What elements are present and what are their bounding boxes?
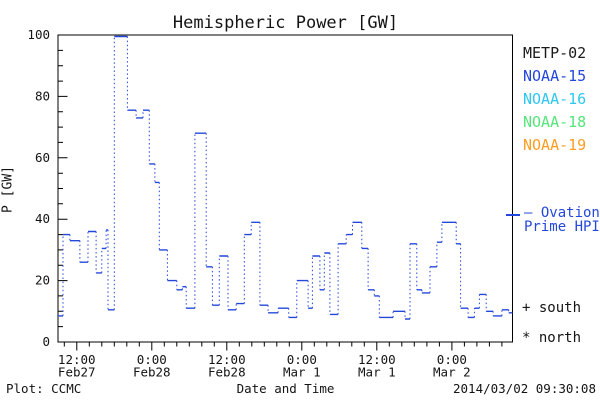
tick-label: 40 (35, 211, 50, 226)
chart-title: Hemispheric Power [GW] (172, 13, 399, 33)
plot-border (57, 34, 513, 343)
tick-label: 20 (35, 273, 50, 288)
plot-timestamp: 2014/03/02 09:30:08 (453, 381, 596, 396)
tick-label: Feb28 (133, 365, 171, 380)
tick-label: 12:00 (208, 352, 246, 367)
tick-label: 0:00 (437, 352, 467, 367)
y-axis-label: P [GW] (0, 166, 16, 213)
ovation-line-sample (506, 214, 520, 216)
legend-item-noaa-19: NOAA-19 (523, 136, 587, 154)
tick-label: Feb27 (58, 365, 96, 380)
tick-label: 0:00 (287, 352, 317, 367)
tick-label: Mar 1 (283, 365, 321, 380)
tick-label: 0:00 (137, 352, 167, 367)
x-axis-label: Date and Time (236, 381, 335, 396)
legend-item-noaa-16: NOAA-16 (523, 90, 587, 108)
x-axis-ticks (63, 342, 503, 351)
south-marker-label: + south (522, 300, 582, 316)
ovation-legend-line2: Prime HPI (524, 219, 600, 235)
tick-label: Mar 1 (358, 365, 396, 380)
tick-label: 100 (27, 27, 50, 42)
hpi-step-connectors (62, 36, 510, 319)
plot-credit: Plot: CCMC (6, 381, 82, 396)
tick-label: 0 (42, 334, 50, 349)
tick-label: 60 (35, 150, 50, 165)
legend-item-noaa-15: NOAA-15 (523, 67, 587, 85)
tick-label: 80 (35, 88, 50, 103)
ovation-legend-line1: – Ovation (524, 205, 600, 221)
tick-label: 12:00 (358, 352, 396, 367)
y-axis-ticks (58, 34, 68, 343)
legend-item-metp-02: METP-02 (523, 44, 587, 62)
tick-label: 12:00 (58, 352, 96, 367)
legend-item-noaa-18: NOAA-18 (523, 113, 587, 131)
north-marker-label: * north (522, 330, 582, 346)
hpi-step-segments (58, 35, 513, 320)
tick-label: Mar 2 (433, 365, 471, 380)
tick-label: Feb28 (208, 365, 246, 380)
